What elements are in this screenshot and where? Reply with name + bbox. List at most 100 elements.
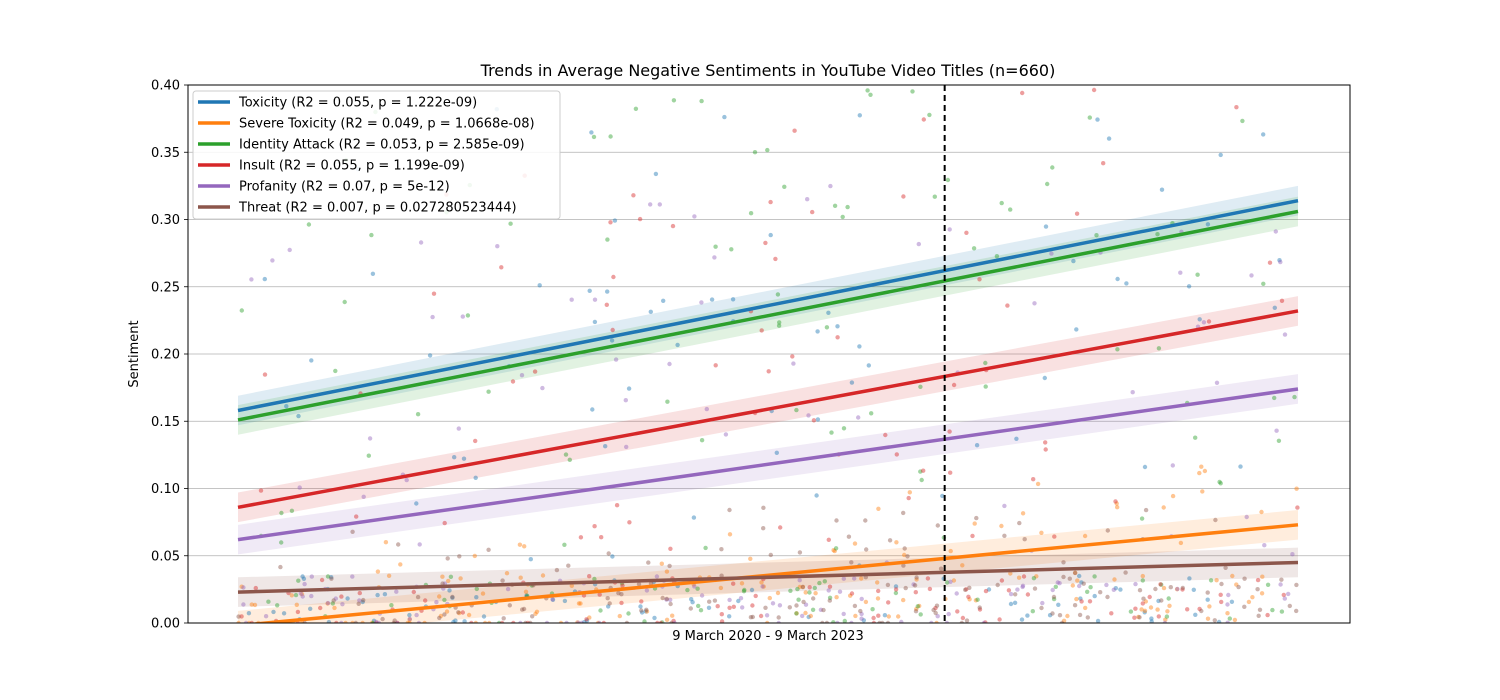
scatter-point (933, 610, 938, 616)
scatter-point (1156, 614, 1162, 619)
scatter-point (960, 615, 966, 621)
scatter-point (964, 587, 969, 592)
scatter-point (389, 603, 394, 608)
scatter-point (626, 611, 631, 616)
scatter-point (1130, 390, 1135, 395)
scatter-point (1202, 468, 1208, 474)
scatter-point (1137, 588, 1143, 593)
scatter-point (1047, 613, 1053, 618)
scatter-point (627, 520, 632, 525)
scatter-point (870, 607, 875, 612)
scatter-point (1262, 543, 1267, 548)
scatter-point (633, 106, 639, 112)
scatter-point (360, 620, 365, 623)
scatter-point (1051, 594, 1057, 600)
scatter-point (894, 452, 899, 457)
scatter-point (1205, 597, 1210, 602)
scatter-point (863, 518, 868, 523)
scatter-point (691, 515, 697, 520)
scatter-point (797, 550, 803, 555)
scatter-point (818, 607, 824, 612)
scatter-point (619, 600, 624, 606)
scatter-point (886, 600, 891, 605)
scatter-point (1083, 605, 1088, 611)
scatter-point (826, 537, 831, 542)
scatter-point (606, 604, 611, 609)
scatter-point (451, 619, 456, 623)
scatter-point (935, 614, 940, 619)
trend-line (237, 198, 1299, 413)
scatter-point (914, 577, 919, 582)
scatter-point (768, 552, 773, 558)
scatter-point (887, 538, 893, 543)
scatter-point (742, 587, 747, 593)
scatter-point (1186, 284, 1192, 289)
scatter-point (456, 610, 461, 615)
scatter-point (859, 576, 864, 581)
scatter-point (1272, 305, 1278, 310)
scatter-point (915, 604, 920, 609)
scatter-point (919, 477, 924, 483)
scatter-point (761, 505, 766, 510)
scatter-point (698, 608, 704, 613)
scatter-point (791, 361, 796, 366)
scatter-point (519, 373, 525, 378)
scatter-point (1214, 380, 1220, 385)
scatter-point (643, 609, 648, 614)
scatter-point (1149, 619, 1154, 623)
scatter-point (849, 591, 855, 596)
scatter-point (1043, 447, 1048, 452)
scatter-point (668, 597, 673, 602)
scatter-point (1043, 224, 1049, 229)
scatter-point (339, 594, 344, 599)
scatter-point (1008, 571, 1013, 576)
scatter-point (1056, 602, 1061, 607)
trend-line (237, 309, 1299, 510)
scatter-point (415, 594, 421, 600)
legend-label: Toxicity (R2 = 0.055, p = 1.222e-09) (238, 96, 477, 111)
scatter-point (750, 603, 755, 608)
scatter-point (876, 588, 881, 594)
scatter-point (1170, 463, 1176, 468)
scatter-point (912, 583, 918, 588)
scatter-point (748, 211, 754, 216)
scatter-point (835, 620, 840, 623)
scatter-point (386, 573, 392, 578)
scatter-point (759, 328, 764, 333)
scatter-point (414, 501, 419, 506)
scatter-point (592, 297, 598, 302)
legend-label: Identity Attack (R2 = 0.053, p = 2.585e-… (239, 138, 525, 153)
scatter-point (550, 597, 555, 602)
scatter-point (1281, 592, 1287, 598)
scatter-point (1166, 596, 1171, 601)
scatter-point (671, 98, 677, 103)
y-tick-label: 0.15 (151, 415, 180, 430)
scatter-point (331, 598, 336, 603)
scatter-point (1112, 577, 1117, 582)
trend-line (237, 387, 1299, 542)
scatter-point (696, 603, 701, 609)
trend-line (237, 209, 1299, 422)
scatter-point (796, 597, 801, 602)
scatter-point (800, 584, 805, 590)
scatter-point (452, 455, 457, 460)
scatter-point (550, 597, 556, 602)
scatter-point (824, 325, 830, 330)
scatter-point (753, 593, 758, 599)
scatter-point (704, 406, 709, 412)
scatter-point (300, 594, 305, 599)
scatter-point (1040, 600, 1045, 606)
scatter-point (564, 620, 569, 623)
scatter-point (907, 490, 912, 495)
scatter-point (775, 292, 781, 297)
scatter-point (353, 620, 358, 623)
scatter-point (356, 601, 361, 606)
scatter-point (835, 324, 840, 329)
scatter-point (440, 574, 445, 579)
scatter-point (1025, 613, 1030, 618)
scatter-point (469, 620, 474, 623)
scatter-point (422, 620, 427, 623)
scatter-point (499, 265, 504, 270)
scatter-point (759, 580, 764, 585)
scatter-point (654, 574, 660, 579)
